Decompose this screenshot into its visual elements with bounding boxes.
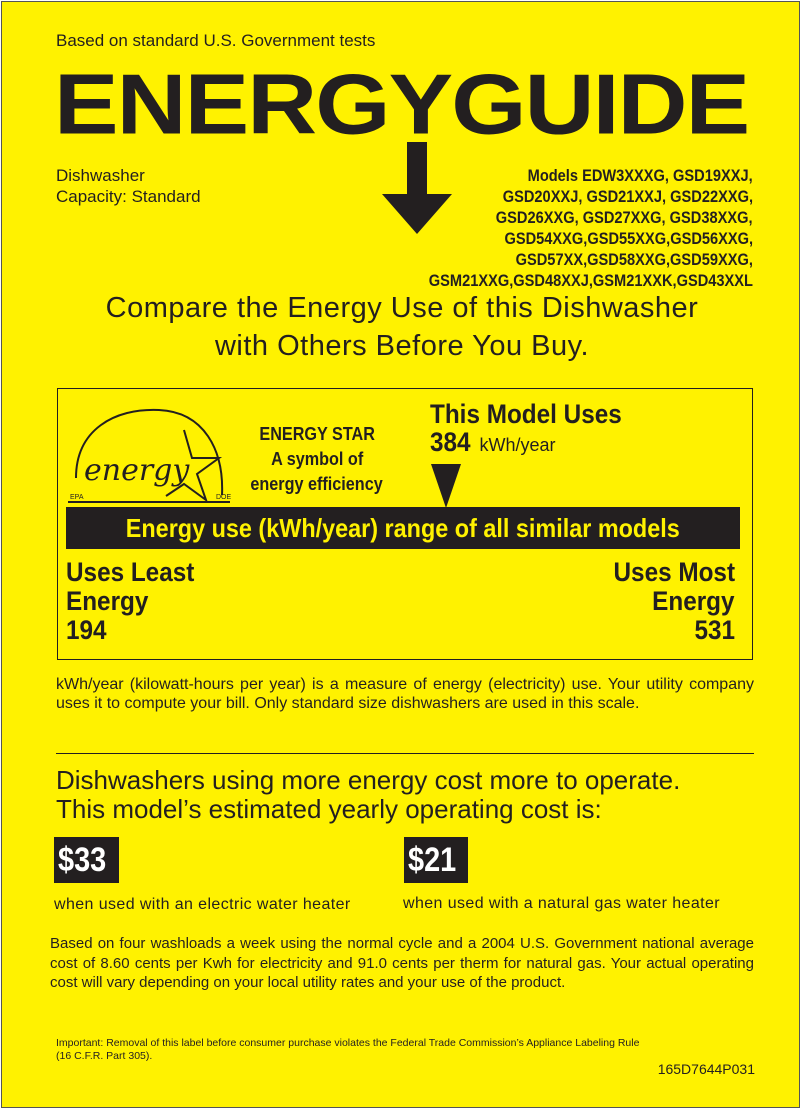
electric-caption: when used with an electric water heater [54, 896, 351, 913]
arrow-down-icon [382, 142, 452, 234]
energy-star-logo: energy EPA DOE [68, 408, 232, 503]
kwh-explanation: kWh/year (kilowatt-hours per year) is a … [56, 676, 754, 712]
usage-pointer-icon [431, 464, 462, 508]
part-number: 165D7644P031 [657, 1061, 755, 1077]
gas-cost: $21 [404, 837, 468, 883]
energy-use-box [57, 388, 753, 660]
model-list: Models EDW3XXXG, GSD19XXJ, GSD20XXJ, GSD2… [428, 166, 753, 290]
cost-basis: Based on four washloads a week using the… [50, 935, 754, 991]
product-type: Dishwasher [56, 166, 145, 185]
this-model-heading: This Model Uses [430, 399, 622, 429]
compare-heading-2: with Others Before You Buy. [214, 330, 590, 362]
energy-star-caption: ENERGY STAR A symbol of energy efficiency [250, 424, 384, 494]
product-info: Dishwasher Capacity: Standard [56, 165, 201, 207]
compare-heading-1: Compare the Energy Use of this Dishwashe… [105, 292, 699, 324]
svg-text:energy: energy [84, 453, 190, 488]
tests-note: Based on standard U.S. Government tests [56, 31, 376, 50]
least-energy: Uses Least Energy 194 [66, 557, 195, 645]
most-energy: Uses Most Energy 531 [613, 557, 735, 645]
capacity: Capacity: Standard [56, 187, 201, 206]
svg-text:EPA: EPA [70, 494, 84, 501]
divider [56, 753, 754, 754]
electric-cost: $33 [54, 837, 119, 883]
svg-text:DOE: DOE [216, 494, 232, 501]
gas-caption: when used with a natural gas water heate… [403, 895, 721, 912]
important-notice: Important: Removal of this label before … [56, 1037, 640, 1062]
model-usage: 384 kWh/year [430, 427, 556, 457]
range-bar: Energy use (kWh/year) range of all simil… [66, 507, 740, 549]
cost-heading: Dishwashers using more energy cost more … [56, 765, 681, 824]
energyguide-title: ENERGYGUIDE [54, 57, 750, 153]
